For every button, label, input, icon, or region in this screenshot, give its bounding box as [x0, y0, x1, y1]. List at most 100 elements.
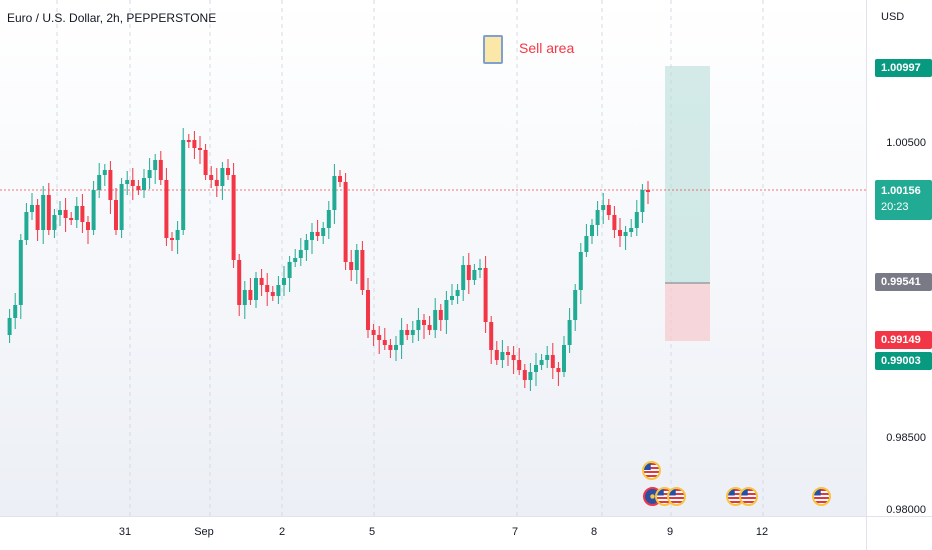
up-candle [147, 170, 152, 178]
down-candle [259, 278, 264, 285]
up-candle [601, 205, 606, 210]
current-price-tag: 1.00156 20:23 [875, 180, 932, 220]
down-candle [506, 352, 510, 355]
up-candle [578, 252, 583, 290]
up-candle [52, 215, 57, 230]
down-candle [360, 250, 365, 290]
up-candle [545, 355, 550, 360]
loss-zone [665, 283, 710, 341]
down-candle [612, 215, 617, 230]
symbol-title[interactable]: Euro / U.S. Dollar, 2h, PEPPERSTONE [7, 11, 217, 25]
up-candle [254, 278, 258, 300]
down-candle [371, 330, 376, 335]
down-candle [46, 195, 51, 230]
down-candle [265, 285, 270, 292]
chart-pane[interactable]: Euro / U.S. Dollar, 2h, PEPPERSTONE Sell… [0, 0, 866, 516]
bar-countdown: 20:23 [881, 201, 909, 213]
up-candle [102, 170, 107, 175]
price-tick-0.98000: 0.98000 [886, 504, 926, 516]
up-candle [97, 175, 102, 190]
up-candle [450, 296, 454, 300]
up-candle [41, 195, 46, 230]
up-candle [394, 345, 398, 350]
us-flag-icon[interactable] [642, 461, 661, 480]
up-candle [584, 236, 589, 252]
up-candle [461, 265, 466, 290]
down-candle [226, 168, 230, 175]
down-candle [114, 200, 118, 230]
up-candle [332, 176, 337, 210]
up-candle [416, 320, 421, 330]
up-candle [293, 258, 298, 262]
entry-price-tag: 0.99541 [875, 273, 932, 291]
down-candle [192, 140, 197, 148]
up-candle [399, 330, 404, 345]
down-candle [35, 205, 40, 230]
up-candle [326, 210, 331, 228]
down-candle [349, 262, 354, 270]
down-candle [489, 322, 494, 350]
up-candle [125, 180, 130, 184]
down-candle [248, 290, 253, 300]
up-candle [595, 210, 600, 225]
up-candle [500, 352, 505, 360]
down-candle [377, 335, 382, 340]
up-candle [142, 178, 146, 190]
up-candle [276, 285, 281, 296]
down-candle [556, 368, 561, 372]
up-candle [74, 206, 79, 220]
down-candle [382, 340, 387, 345]
us-flag-icon[interactable] [667, 487, 686, 506]
up-candle [119, 184, 124, 230]
date-label: 2 [278, 526, 286, 538]
up-candle [433, 310, 438, 330]
down-candle [80, 206, 85, 222]
up-candle [287, 262, 292, 278]
time-axis[interactable]: 31 Sep 2 5 7 8 9 12 [0, 516, 866, 550]
up-candle [298, 250, 303, 258]
down-candle [214, 180, 219, 186]
up-candle [321, 228, 326, 236]
up-candle [354, 250, 359, 270]
down-candle [108, 170, 113, 200]
down-candle [338, 176, 342, 182]
down-candle [494, 350, 499, 360]
up-candle [528, 372, 533, 380]
candlestick-chart[interactable] [0, 0, 866, 516]
low-price-tag: 0.99003 [875, 352, 932, 370]
up-candle [623, 232, 628, 236]
down-candle [186, 140, 191, 142]
up-candle [24, 212, 29, 240]
down-candle [164, 180, 169, 238]
date-label: 12 [755, 526, 769, 538]
date-label: 8 [590, 526, 598, 538]
price-tick-0.98500: 0.98500 [886, 432, 926, 444]
us-flag-icon[interactable] [739, 487, 758, 506]
up-candle [539, 360, 544, 365]
note-icon[interactable] [483, 35, 503, 64]
price-axis[interactable]: USD 1.00997 1.00500 1.00156 20:23 0.9954… [866, 0, 932, 516]
currency-label[interactable]: USD [881, 11, 905, 23]
current-price-value: 1.00156 [881, 185, 921, 197]
down-candle [646, 190, 650, 192]
down-candle [405, 330, 410, 335]
down-candle [422, 320, 426, 325]
down-candle [366, 290, 370, 330]
up-candle [304, 240, 309, 250]
up-candle [534, 365, 538, 372]
up-candle [175, 230, 180, 240]
target-price-tag: 1.00997 [875, 59, 932, 77]
down-candle [130, 180, 135, 186]
down-candle [606, 205, 611, 215]
down-candle [618, 230, 622, 236]
down-candle [86, 222, 90, 230]
date-label: 7 [511, 526, 519, 538]
down-candle [231, 175, 236, 260]
up-candle [410, 330, 415, 335]
up-candle [91, 190, 96, 230]
down-candle [427, 325, 432, 330]
down-candle [315, 232, 320, 236]
us-flag-icon[interactable] [812, 487, 831, 506]
entry-price-value: 0.99541 [881, 276, 921, 288]
sell-area-note[interactable]: Sell area [519, 40, 575, 56]
